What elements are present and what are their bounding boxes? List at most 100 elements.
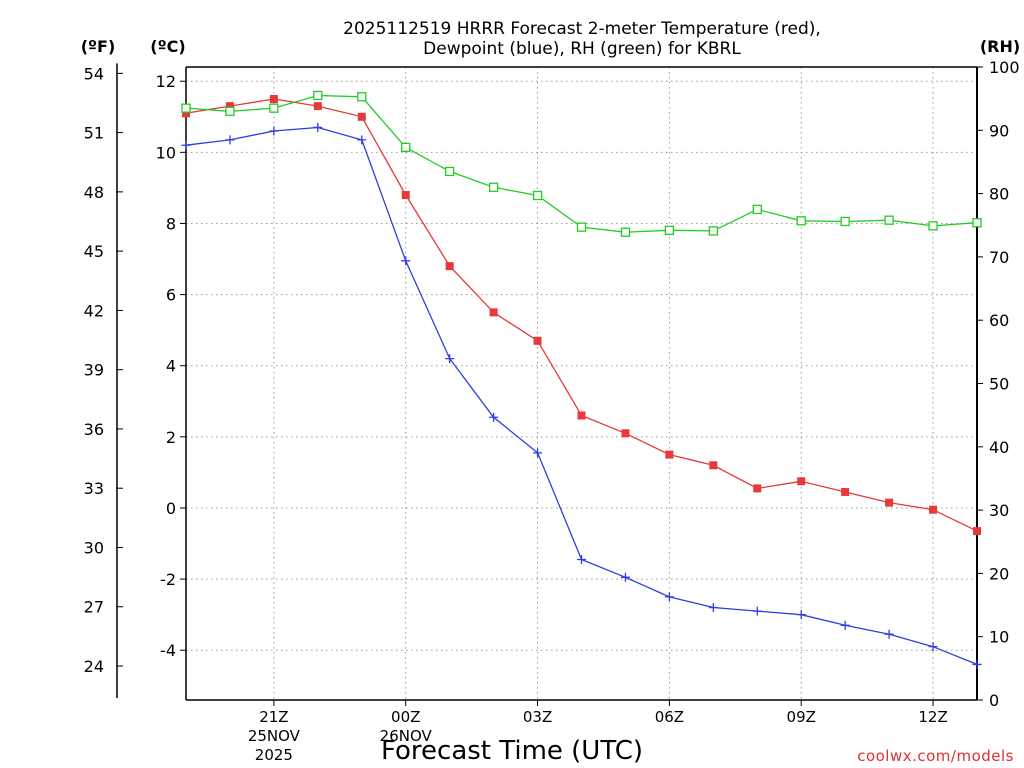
rh-point (269, 103, 279, 113)
y-tick-label-rh: 0 (989, 691, 999, 710)
y-tick-label-f: 51 (84, 124, 104, 143)
temperature-point (577, 411, 586, 420)
temperature-point (401, 191, 410, 200)
temperature-point (797, 477, 806, 486)
temperature-point (709, 461, 718, 470)
x-tick-label: 21Z (259, 708, 288, 726)
y-tick-label-f: 39 (84, 361, 104, 380)
y-tick-label-rh: 30 (989, 501, 1009, 520)
y-tick-label-f: 36 (84, 420, 104, 439)
dewpoint-point (577, 555, 586, 565)
y-tick-label-f: 33 (84, 479, 104, 498)
dewpoint-point (489, 412, 499, 422)
celsius-unit-label: (ºC) (150, 37, 185, 56)
y-tick-label-f: 45 (84, 242, 104, 261)
dewpoint-point (357, 135, 367, 145)
rh-unit-label: (RH) (980, 37, 1020, 56)
dewpoint-point (664, 592, 674, 602)
rh-point (664, 225, 675, 235)
rh-point (445, 166, 455, 177)
dewpoint-point (752, 606, 762, 616)
dewpoint-point (401, 256, 411, 266)
dewpoint-point (533, 448, 543, 458)
dewpoint-point (181, 140, 191, 150)
dewpoint-point (708, 603, 718, 613)
rh-point (708, 226, 718, 236)
x-tick-date: 25NOV (248, 727, 301, 745)
x-tick-label: 06Z (655, 708, 684, 726)
temperature-point (445, 262, 454, 271)
temperature-point (533, 336, 542, 345)
y-tick-label-rh: 90 (989, 121, 1009, 140)
y-tick-label-c: -2 (160, 570, 176, 589)
y-tick-label-rh: 100 (989, 58, 1020, 77)
temperature-point (841, 487, 850, 496)
rh-line (185, 94, 978, 233)
y-tick-label-c: 2 (166, 428, 176, 447)
rh-point (620, 227, 631, 237)
y-tick-label-rh: 40 (989, 438, 1009, 457)
x-tick-year: 2025 (255, 746, 293, 764)
dewpoint-point (840, 620, 850, 630)
series-lines (181, 90, 982, 669)
y-tick-label-rh: 80 (989, 185, 1009, 204)
y-tick-label-c: 12 (156, 72, 176, 91)
y-tick-label-rh: 10 (989, 628, 1009, 647)
rh-point (532, 190, 543, 201)
temperature-point (182, 109, 190, 118)
y-tick-label-rh: 20 (989, 564, 1009, 583)
dewpoint-point (620, 572, 630, 582)
temperature-point (489, 308, 498, 317)
dewpoint-line (185, 126, 978, 666)
rh-point (313, 90, 323, 101)
rh-point (928, 221, 938, 231)
dewpoint-point (313, 122, 323, 132)
temperature-point (357, 112, 366, 121)
x-tick-label: 12Z (918, 708, 947, 726)
dewpoint-point (445, 354, 455, 364)
x-tick-label: 09Z (787, 708, 816, 726)
dewpoint-point (269, 126, 279, 136)
y-tick-label-f: 24 (84, 657, 104, 676)
rh-point (401, 142, 411, 153)
dewpoint-point (972, 659, 982, 669)
rh-point (576, 222, 587, 232)
rh-point (884, 215, 894, 225)
y-tick-label-c: 0 (166, 499, 176, 518)
y-tick-label-rh: 60 (989, 311, 1009, 330)
temperature-point (621, 429, 630, 438)
rh-point (972, 218, 982, 228)
y-tick-label-c: 8 (166, 214, 176, 233)
temperature-point (753, 484, 762, 493)
temperature-point (885, 498, 894, 507)
x-tick-date: 26NOV (380, 727, 433, 745)
temperature-point (269, 95, 278, 104)
dewpoint-point (225, 135, 235, 145)
y-tick-label-c: -4 (160, 641, 176, 660)
rh-point (225, 106, 235, 116)
y-tick-label-rh: 50 (989, 375, 1009, 394)
temperature-line (185, 98, 978, 532)
temperature-point (973, 527, 981, 536)
temperature-point (665, 450, 674, 459)
y-tick-label-f: 27 (84, 598, 104, 617)
y-tick-label-c: 10 (156, 143, 176, 162)
y-tick-label-c: 6 (166, 286, 176, 305)
x-tick-label: 03Z (523, 708, 552, 726)
temperature-point (313, 102, 322, 111)
rh-point (840, 216, 850, 227)
y-tick-label-rh: 70 (989, 248, 1009, 267)
axes (116, 63, 983, 706)
rh-point (796, 216, 806, 226)
rh-point (357, 92, 367, 102)
rh-point (181, 103, 191, 113)
y-tick-label-f: 54 (84, 64, 104, 83)
credit-link[interactable]: coolwx.com/models (857, 747, 1014, 765)
dewpoint-point (796, 610, 806, 620)
rh-point (752, 204, 762, 215)
dewpoint-point (928, 642, 938, 652)
chart-title-line2: Dewpoint (blue), RH (green) for KBRL (423, 39, 741, 59)
temperature-point (225, 102, 234, 111)
